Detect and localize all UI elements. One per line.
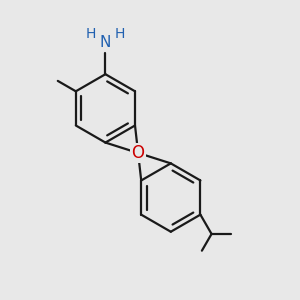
Text: O: O [132, 144, 145, 162]
Text: H: H [115, 27, 125, 41]
Text: N: N [100, 35, 111, 50]
Text: H: H [86, 27, 96, 41]
Text: O: O [132, 144, 145, 162]
